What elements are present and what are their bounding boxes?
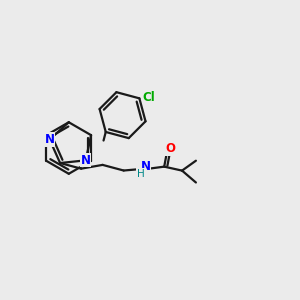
- Text: N: N: [45, 133, 55, 146]
- Text: N: N: [140, 160, 150, 173]
- Text: H: H: [136, 169, 144, 178]
- Text: O: O: [165, 142, 175, 155]
- Text: Cl: Cl: [142, 91, 155, 104]
- Text: N: N: [81, 154, 91, 167]
